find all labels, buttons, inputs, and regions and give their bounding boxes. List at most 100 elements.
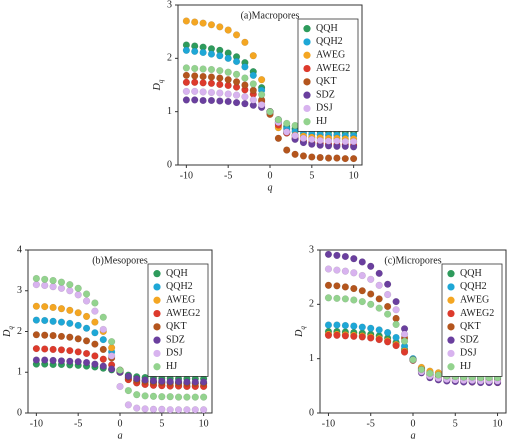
x-tick-label: -5	[367, 418, 375, 429]
data-point	[216, 23, 224, 31]
x-tick-label: 0	[411, 418, 416, 429]
data-point	[207, 65, 216, 74]
data-point	[207, 88, 216, 97]
data-point	[341, 321, 350, 330]
data-point	[74, 291, 82, 299]
data-point	[166, 377, 174, 386]
y-tick-label: 4	[17, 244, 22, 255]
data-point	[32, 280, 41, 289]
legend-marker	[303, 118, 311, 126]
data-point	[367, 300, 375, 308]
legend-box	[297, 18, 359, 132]
data-point	[333, 251, 341, 260]
y-tick-label: 2	[309, 299, 314, 310]
data-point	[232, 31, 241, 39]
x-tick-label: 10	[349, 170, 359, 181]
data-point	[257, 76, 266, 84]
data-point	[383, 302, 392, 311]
y-tick-label: 3	[17, 285, 22, 296]
data-point	[99, 325, 107, 334]
data-point	[191, 64, 199, 73]
data-point	[49, 303, 57, 312]
data-point	[158, 393, 166, 401]
data-point	[57, 284, 66, 292]
data-point	[32, 274, 41, 283]
y-axis-label-main: D	[2, 329, 13, 338]
data-point	[241, 38, 249, 46]
data-point	[375, 269, 383, 278]
data-point	[274, 134, 283, 142]
data-point	[99, 313, 107, 321]
data-point	[91, 329, 99, 337]
data-point	[324, 265, 333, 273]
legend-marker	[447, 270, 455, 278]
data-point	[82, 312, 91, 321]
data-point	[400, 330, 409, 338]
y-axis-label-subscript: q	[7, 326, 15, 330]
data-point	[216, 74, 224, 82]
data-point	[232, 57, 241, 66]
y-axis-label-main: D	[294, 329, 305, 338]
data-point	[82, 324, 91, 332]
data-point	[32, 302, 41, 310]
y-tick-label: 0	[167, 159, 172, 170]
data-point	[207, 73, 216, 81]
x-tick-label: -5	[74, 418, 82, 429]
data-point	[324, 250, 333, 258]
data-point	[426, 369, 434, 377]
legend-label: QQH	[316, 23, 338, 34]
data-point	[49, 345, 57, 354]
data-point	[299, 152, 308, 160]
data-point	[107, 352, 116, 360]
data-point	[41, 302, 49, 311]
data-point	[409, 356, 417, 364]
data-point	[349, 154, 358, 163]
data-point	[333, 294, 341, 303]
data-point	[392, 341, 400, 350]
legend-label: AWEG	[166, 295, 195, 306]
data-point	[367, 290, 375, 298]
subplot: -10 -5 0 5 100123qDq(a)MacroporesQQHQQH2AWEG…	[152, 0, 363, 193]
data-point	[133, 404, 141, 412]
data-point	[91, 318, 99, 326]
data-point	[66, 347, 74, 355]
legend-label: AWEG	[316, 50, 345, 61]
data-point	[41, 281, 49, 290]
data-point	[124, 401, 133, 409]
data-point	[41, 316, 49, 325]
data-point	[149, 392, 158, 400]
data-point	[199, 96, 207, 105]
legend-marker	[447, 323, 455, 331]
data-point	[316, 136, 324, 145]
data-point	[149, 377, 158, 385]
data-point	[241, 81, 249, 89]
data-point	[241, 93, 249, 101]
data-point	[417, 365, 426, 374]
data-point	[249, 80, 257, 88]
data-point	[82, 358, 91, 367]
data-point	[291, 121, 299, 130]
data-point	[41, 331, 49, 339]
subplot: -10 -5 0 5 100123qDq(c)MicroporesQQHQQH2AWEG…	[294, 244, 507, 439]
data-point	[32, 331, 41, 339]
data-point	[158, 377, 166, 385]
legend-label: AWEG	[460, 295, 489, 306]
data-point	[358, 297, 366, 306]
data-point	[107, 344, 116, 352]
data-point	[182, 17, 191, 25]
legend-label: QQH	[166, 268, 188, 279]
data-point	[333, 331, 341, 339]
chart-title: (c)Micropores	[384, 255, 441, 266]
data-point	[375, 295, 383, 303]
data-point	[107, 365, 116, 373]
legend-box	[441, 263, 503, 377]
data-point	[57, 305, 66, 313]
data-point	[74, 358, 82, 366]
data-point	[350, 269, 358, 277]
data-point	[74, 284, 82, 292]
data-point	[333, 154, 341, 162]
data-point	[49, 283, 57, 291]
data-point	[191, 406, 199, 414]
data-point	[392, 320, 400, 329]
